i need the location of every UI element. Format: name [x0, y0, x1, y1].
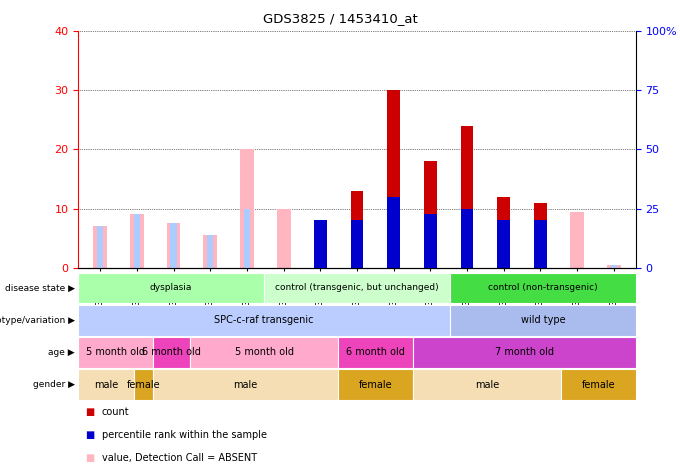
Bar	[450, 273, 636, 303]
Bar	[497, 197, 510, 268]
Bar	[171, 223, 177, 268]
Bar	[240, 149, 254, 268]
Bar	[497, 220, 510, 268]
Text: 5 month old: 5 month old	[86, 347, 145, 357]
Bar	[571, 211, 584, 268]
Text: ■: ■	[85, 407, 95, 417]
Bar	[460, 209, 473, 268]
Bar	[264, 273, 450, 303]
Text: GDS3825 / 1453410_at: GDS3825 / 1453410_at	[262, 12, 418, 25]
Text: male: male	[233, 380, 258, 390]
Bar	[190, 337, 339, 368]
Bar	[314, 220, 326, 268]
Bar	[607, 265, 621, 268]
Bar	[207, 235, 214, 268]
Bar	[93, 227, 107, 268]
Text: 7 month old: 7 month old	[495, 347, 554, 357]
Bar	[424, 215, 437, 268]
Bar	[152, 337, 190, 368]
Bar	[152, 369, 339, 400]
Text: ■: ■	[85, 430, 95, 440]
Text: gender ▶: gender ▶	[33, 380, 75, 389]
Bar	[314, 220, 326, 268]
Text: dysplasia: dysplasia	[150, 283, 192, 292]
Bar	[424, 161, 437, 268]
Text: female: female	[359, 380, 392, 390]
Bar	[413, 337, 636, 368]
Bar	[339, 369, 413, 400]
Bar	[78, 337, 152, 368]
Bar	[351, 191, 363, 268]
Text: genotype/variation ▶: genotype/variation ▶	[0, 316, 75, 325]
Text: male: male	[475, 380, 499, 390]
Text: 5 month old: 5 month old	[235, 347, 294, 357]
Bar	[413, 369, 562, 400]
Text: age ▶: age ▶	[48, 348, 75, 357]
Bar	[450, 305, 636, 336]
Text: control (non-transgenic): control (non-transgenic)	[488, 283, 598, 292]
Bar	[167, 223, 180, 268]
Bar	[78, 273, 264, 303]
Text: 6 month old: 6 month old	[141, 347, 201, 357]
Bar	[611, 265, 617, 268]
Bar	[130, 215, 143, 268]
Text: percentile rank within the sample: percentile rank within the sample	[102, 430, 267, 440]
Text: male: male	[94, 380, 118, 390]
Text: value, Detection Call = ABSENT: value, Detection Call = ABSENT	[102, 453, 257, 463]
Bar	[203, 235, 217, 268]
Bar	[351, 220, 363, 268]
Bar	[134, 369, 152, 400]
Bar	[78, 369, 134, 400]
Text: disease state ▶: disease state ▶	[5, 283, 75, 292]
Bar	[388, 90, 400, 268]
Bar	[388, 197, 400, 268]
Text: female: female	[582, 380, 615, 390]
Text: female: female	[126, 380, 160, 390]
Bar	[460, 126, 473, 268]
Bar	[534, 203, 547, 268]
Text: SPC-c-raf transgenic: SPC-c-raf transgenic	[214, 315, 313, 325]
Bar	[243, 209, 250, 268]
Text: ■: ■	[85, 453, 95, 463]
Bar	[134, 215, 140, 268]
Text: wild type: wild type	[521, 315, 565, 325]
Bar	[277, 209, 290, 268]
Bar	[97, 227, 103, 268]
Bar	[562, 369, 636, 400]
Text: control (transgenic, but unchanged): control (transgenic, but unchanged)	[275, 283, 439, 292]
Text: 6 month old: 6 month old	[346, 347, 405, 357]
Bar	[78, 305, 450, 336]
Bar	[534, 220, 547, 268]
Bar	[339, 337, 413, 368]
Text: count: count	[102, 407, 130, 417]
